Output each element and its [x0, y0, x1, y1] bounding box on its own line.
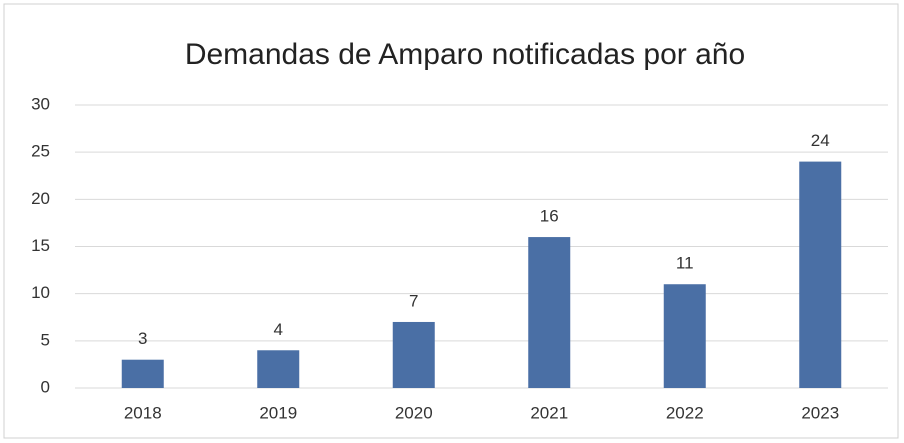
data-label: 16 — [540, 207, 559, 226]
x-tick-label: 2018 — [124, 403, 162, 422]
bar — [528, 237, 571, 388]
bar — [663, 284, 706, 388]
x-tick-label: 2022 — [666, 403, 704, 422]
data-label: 7 — [409, 291, 418, 310]
y-tick-label: 30 — [31, 94, 50, 113]
data-label: 4 — [274, 320, 283, 339]
x-tick-label: 2019 — [259, 403, 297, 422]
x-tick-label: 2021 — [530, 403, 568, 422]
data-label: 3 — [138, 329, 147, 348]
data-label: 11 — [676, 254, 694, 273]
bar — [257, 350, 300, 388]
chart-title: Demandas de Amparo notificadas por año — [185, 38, 745, 71]
y-tick-label: 5 — [41, 330, 50, 349]
y-tick-label: 20 — [31, 189, 50, 208]
bar — [121, 359, 164, 388]
y-tick-label: 25 — [31, 142, 50, 161]
y-tick-label: 15 — [31, 236, 50, 255]
x-tick-label: 2020 — [395, 403, 433, 422]
data-label: 24 — [811, 131, 830, 150]
y-tick-label: 10 — [31, 283, 50, 302]
x-tick-label: 2023 — [801, 403, 839, 422]
bar — [799, 161, 842, 388]
bar — [392, 321, 435, 388]
y-tick-label: 0 — [41, 377, 50, 396]
